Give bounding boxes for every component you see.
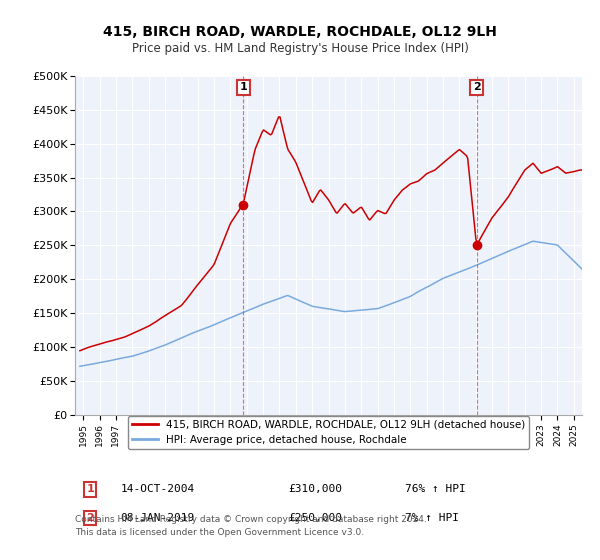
Text: £310,000: £310,000 xyxy=(288,484,342,494)
Text: 1: 1 xyxy=(239,82,247,92)
Text: 2: 2 xyxy=(473,82,481,92)
Text: 7% ↑ HPI: 7% ↑ HPI xyxy=(404,513,458,523)
Legend: 415, BIRCH ROAD, WARDLE, ROCHDALE, OL12 9LH (detached house), HPI: Average price: 415, BIRCH ROAD, WARDLE, ROCHDALE, OL12 … xyxy=(128,416,529,449)
Text: 2: 2 xyxy=(86,513,94,523)
Text: Price paid vs. HM Land Registry's House Price Index (HPI): Price paid vs. HM Land Registry's House … xyxy=(131,42,469,55)
Text: This data is licensed under the Open Government Licence v3.0.: This data is licensed under the Open Gov… xyxy=(75,528,364,537)
Text: 08-JAN-2019: 08-JAN-2019 xyxy=(121,513,195,523)
Text: Contains HM Land Registry data © Crown copyright and database right 2024.: Contains HM Land Registry data © Crown c… xyxy=(75,515,427,524)
Text: 14-OCT-2004: 14-OCT-2004 xyxy=(121,484,195,494)
Text: £250,000: £250,000 xyxy=(288,513,342,523)
Text: 1: 1 xyxy=(86,484,94,494)
Text: 415, BIRCH ROAD, WARDLE, ROCHDALE, OL12 9LH: 415, BIRCH ROAD, WARDLE, ROCHDALE, OL12 … xyxy=(103,25,497,39)
Text: 76% ↑ HPI: 76% ↑ HPI xyxy=(404,484,466,494)
